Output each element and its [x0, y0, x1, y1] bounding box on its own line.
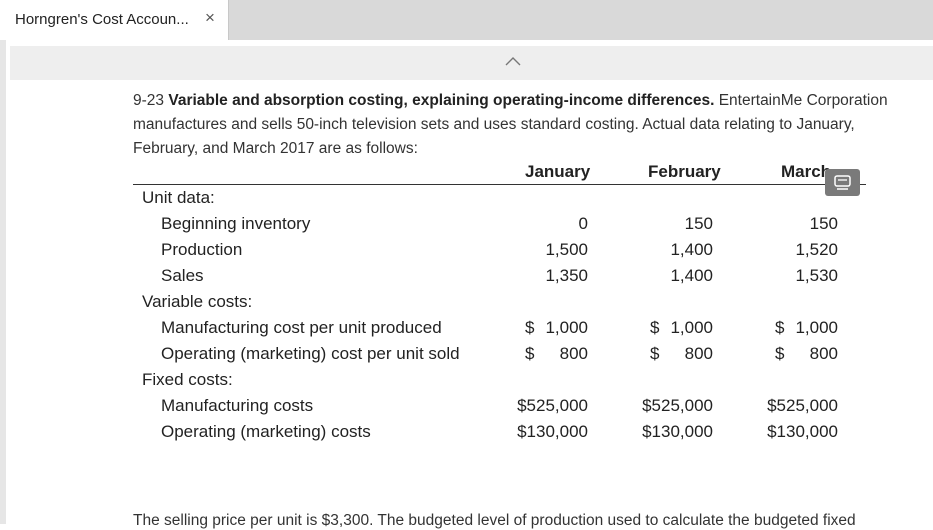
table-row: Variable costs:	[0, 292, 933, 316]
problem-intro: EntertainMe Corporation manufactures and…	[133, 92, 888, 157]
comment-button[interactable]	[825, 169, 860, 196]
dollar-sign: $	[525, 318, 535, 337]
row-label: Beginning inventory	[161, 214, 311, 233]
table-row: Operating (marketing) costs $130,000 $13…	[0, 422, 933, 446]
cell-value: 1,400	[670, 240, 713, 259]
dollar-sign: $	[525, 344, 535, 363]
cell-value: 150	[684, 214, 713, 233]
cell-value: $525,000	[642, 396, 713, 415]
chevron-up-icon[interactable]	[505, 56, 521, 66]
cell-value: 800	[809, 344, 838, 363]
section-label: Unit data:	[142, 188, 215, 207]
cell-value: 800	[559, 344, 588, 363]
cell-value: $525,000	[767, 396, 838, 415]
tab-bar: Horngren's Cost Accoun... ×	[0, 0, 933, 40]
problem-statement: 9-23 Variable and absorption costing, ex…	[133, 89, 923, 161]
table-row: Fixed costs:	[0, 370, 933, 394]
row-label: Sales	[161, 266, 204, 285]
dollar-sign: $	[775, 344, 785, 363]
cell-value: 1,000	[670, 318, 713, 337]
table-row: Operating (marketing) cost per unit sold…	[0, 344, 933, 368]
collapse-bar[interactable]	[10, 46, 933, 80]
close-icon[interactable]: ×	[205, 8, 215, 27]
table-row: Beginning inventory 0 150 150	[0, 214, 933, 238]
cell-value: 1,000	[545, 318, 588, 337]
table-row: Manufacturing costs $525,000 $525,000 $5…	[0, 396, 933, 420]
column-header-february: February	[648, 162, 721, 181]
header-rule	[133, 184, 866, 185]
document-tab[interactable]: Horngren's Cost Accoun... ×	[0, 0, 229, 40]
row-label: Operating (marketing) cost per unit sold	[161, 344, 460, 363]
row-label: Manufacturing costs	[161, 396, 314, 415]
cell-value: 150	[809, 214, 838, 233]
column-header-january: January	[525, 162, 591, 181]
column-header-march: March	[781, 162, 832, 181]
dollar-sign: $	[650, 318, 660, 337]
left-border	[0, 40, 6, 524]
table-row: Production 1,500 1,400 1,520	[0, 240, 933, 264]
table-row: Unit data:	[0, 188, 933, 212]
problem-title: Variable and absorption costing, explain…	[168, 92, 715, 109]
cell-value: 1,520	[795, 240, 838, 259]
row-label: Production	[161, 240, 243, 259]
cell-value: 800	[684, 344, 713, 363]
cell-value: 1,400	[670, 266, 713, 285]
cell-value: $130,000	[517, 422, 588, 441]
dollar-sign: $	[775, 318, 785, 337]
cell-value: 1,530	[795, 266, 838, 285]
table-row: Sales 1,350 1,400 1,530	[0, 266, 933, 290]
comment-icon	[834, 175, 851, 190]
section-label: Variable costs:	[142, 292, 253, 311]
cell-value: $130,000	[767, 422, 838, 441]
tab-title: Horngren's Cost Accoun...	[15, 11, 189, 28]
dollar-sign: $	[650, 344, 660, 363]
table-row: Manufacturing cost per unit produced $ 1…	[0, 318, 933, 342]
cell-value: 0	[578, 214, 588, 233]
cell-value: $525,000	[517, 396, 588, 415]
cell-value: $130,000	[642, 422, 713, 441]
cell-value: 1,500	[545, 240, 588, 259]
problem-number: 9-23	[133, 92, 165, 109]
cell-value: 1,350	[545, 266, 588, 285]
row-label: Operating (marketing) costs	[161, 422, 371, 441]
section-label: Fixed costs:	[142, 370, 233, 389]
row-label: Manufacturing cost per unit produced	[161, 318, 442, 337]
footer-text: The selling price per unit is $3,300. Th…	[133, 512, 856, 529]
cell-value: 1,000	[795, 318, 838, 337]
